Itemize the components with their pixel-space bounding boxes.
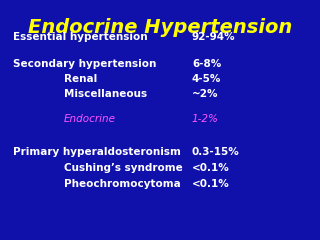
Text: Primary hyperaldosteronism: Primary hyperaldosteronism — [13, 147, 181, 157]
Text: 92-94%: 92-94% — [192, 32, 236, 42]
Text: Essential hypertension: Essential hypertension — [13, 32, 148, 42]
Text: Secondary hypertension: Secondary hypertension — [13, 59, 156, 69]
Text: 1-2%: 1-2% — [192, 114, 219, 124]
Text: <0.1%: <0.1% — [192, 163, 230, 173]
Text: ~2%: ~2% — [192, 89, 219, 99]
Text: 0.3-15%: 0.3-15% — [192, 147, 240, 157]
Text: Pheochromocytoma: Pheochromocytoma — [64, 179, 181, 189]
Text: <0.1%: <0.1% — [192, 179, 230, 189]
Text: Endocrine: Endocrine — [64, 114, 116, 124]
Text: Endocrine Hypertension: Endocrine Hypertension — [28, 18, 292, 37]
Text: 4-5%: 4-5% — [192, 74, 221, 84]
Text: Cushing’s syndrome: Cushing’s syndrome — [64, 163, 183, 173]
Text: Renal: Renal — [64, 74, 97, 84]
Text: Miscellaneous: Miscellaneous — [64, 89, 147, 99]
Text: 6-8%: 6-8% — [192, 59, 221, 69]
